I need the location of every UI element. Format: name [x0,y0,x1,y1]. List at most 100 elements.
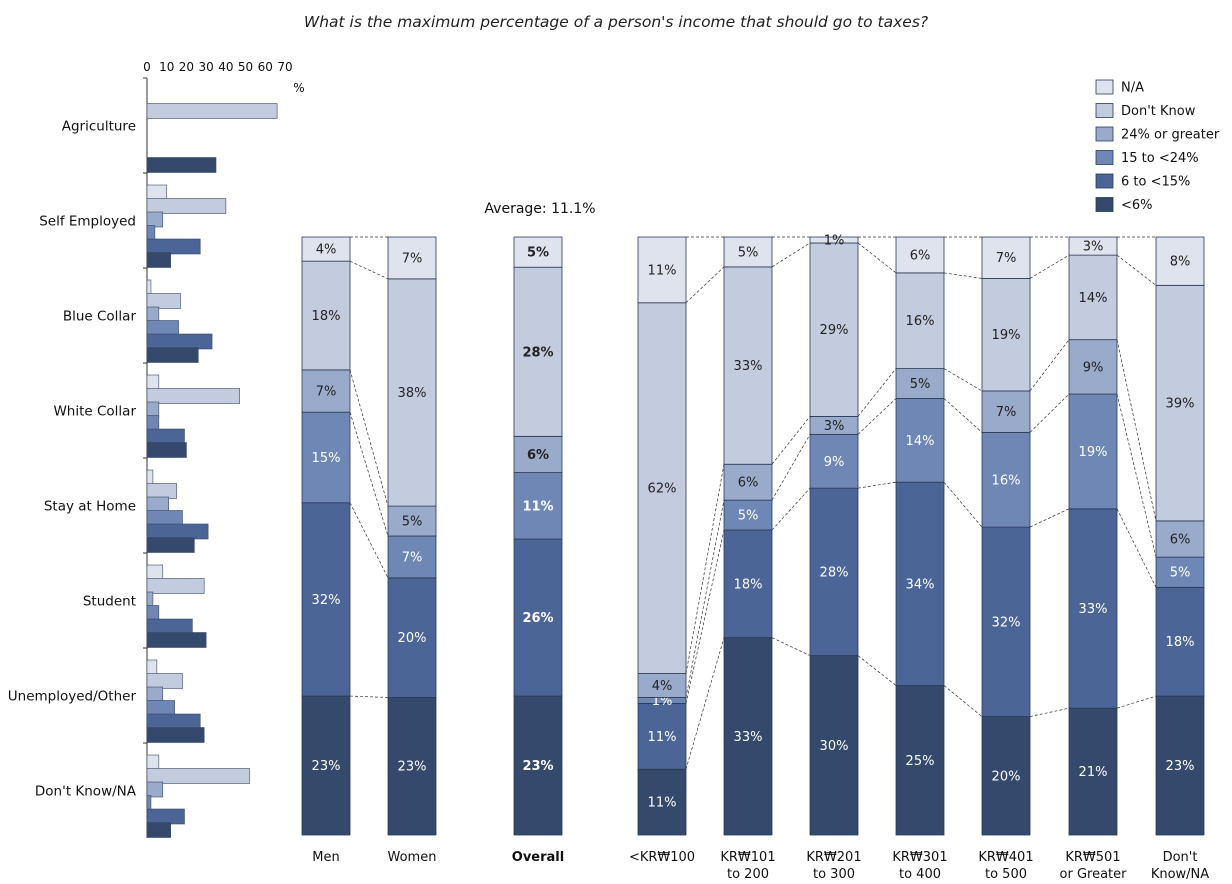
segment-value-label: 11% [648,263,677,278]
legend-label: Don't Know [1121,104,1196,119]
connector-line [1116,695,1157,709]
connector-line [771,242,811,268]
connector-line [1029,254,1070,279]
occupation-bar-n-a [146,659,158,676]
occupation-bar-15-to-24 [146,605,160,621]
segment-value-label: 14% [906,434,935,449]
segment-connectors [349,236,1157,770]
segment-value-label: 7% [316,385,337,400]
occupation-bar-6-to-15 [146,523,209,540]
stacked-segment-don-t-know [809,242,859,417]
stacked-segment-24-or-greater [895,368,945,399]
stacked-segment-6-to-15 [513,538,563,697]
occupation-bar-don-t-know [146,578,205,594]
occupation-bar-n-a [146,754,160,771]
connector-line [685,266,725,304]
category-label: to 200 [727,867,769,882]
connector-line [857,368,897,417]
occupation-bar-6 [146,727,205,743]
x-axis-unit: % [293,81,304,95]
segment-value-label: 19% [1079,445,1108,460]
legend-label: 6 to <15% [1121,175,1190,190]
occupation-bar-6-to-15 [146,333,213,350]
stacked-segment-24-or-greater [981,390,1031,433]
connector-line [771,487,811,531]
occupation-bar-chart: 0 10 20 30 40 50 60 70% Agriculture Self Employed… [8,60,305,838]
occupation-bar-6 [146,157,217,173]
stacked-segment-n-a [809,236,859,244]
segment-value-label: 6% [1170,533,1191,548]
stacked-segment-24-or-greater [1155,520,1205,558]
segment-value-label: 21% [1079,765,1108,780]
connector-line [771,637,811,656]
stacked-segment-15-to-24 [301,411,351,504]
occupation-label: Agriculture [62,119,136,135]
segment-value-label: 14% [1079,291,1108,306]
segment-value-label: 4% [652,679,673,694]
occupation-label: Stay at Home [44,499,136,515]
segment-value-label: 23% [522,759,553,774]
occupation-bar-24-or-greater [146,306,160,323]
stacked-segment-don-t-know [895,272,945,369]
stacked-segment-6 [1155,695,1205,836]
segment-value-label: 33% [734,359,763,374]
segment-value-label: 34% [906,577,935,592]
connector-line [771,434,811,501]
segment-value-label: 23% [1166,759,1195,774]
segment-value-label: 6% [527,448,549,463]
segment-value-label: 16% [992,473,1021,488]
stacked-segment-6-to-15 [1155,586,1205,697]
legend-label: 15 to <24% [1121,151,1199,166]
connector-line [349,502,389,579]
connector-line [1029,393,1070,433]
stacked-segment-n-a [387,236,437,280]
connector-line [1029,707,1070,717]
stacked-segment-6 [387,697,437,836]
stacked-segment-15-to-24 [723,499,773,531]
segment-value-label: 33% [734,730,763,745]
segment-value-label: 7% [996,251,1017,266]
connector-line [1029,508,1070,528]
segment-value-label: 7% [996,405,1017,420]
legend-swatch-n-a [1095,79,1114,95]
stacked-segment-15-to-24 [387,535,437,579]
occupation-bar-15-to-24 [146,415,160,431]
stacked-segment-n-a [1155,236,1205,286]
x-tick-label: 60 [258,60,273,74]
segment-value-label: 6% [910,248,931,263]
stacked-segment-don-t-know [981,278,1031,392]
average-label: Average: 11.1% [484,201,595,217]
occupation-bar-6-to-15 [146,428,185,445]
segment-value-label: 1% [824,233,845,248]
stacked-segment-15-to-24 [513,472,563,540]
stacked-segment-n-a [637,236,687,304]
occupation-bar-24-or-greater [146,496,169,513]
stacked-segment-15-to-24 [895,398,945,483]
occupation-bar-24-or-greater [146,781,164,798]
segment-value-label: 30% [820,739,849,754]
stacked-segment-6 [637,768,687,836]
stacked-segment-15-to-24 [809,433,859,489]
x-tick-label: 20 [179,60,194,74]
segment-value-label: 3% [1083,240,1104,255]
occupation-label: Don't Know/NA [35,784,137,800]
category-label: Overall [512,850,564,865]
stacked-segment-24-or-greater [301,369,351,413]
stacked-segment-n-a [513,236,563,268]
stacked-segment-n-a [723,236,773,268]
segment-value-label: 18% [734,577,763,592]
stacked-segment-24-or-greater [1068,339,1118,395]
stacked-segment-n-a [895,236,945,274]
segment-value-label: 5% [527,246,549,261]
category-label: Know/NA [1151,867,1209,882]
x-tick-label: 0 [143,60,151,74]
stacked-segment-don-t-know [1068,254,1118,341]
segment-value-label: 62% [648,482,677,497]
stacked-bar-chart: 23% 32% 15% 7% 18% 4% Men 23% 20% 7% 5% 38% 7% Women 2… [301,233,1209,882]
occupation-bar-6 [146,347,199,363]
occupation-bar-n-a [146,279,152,296]
occupation-label: White Collar [53,404,136,420]
segment-value-label: 11% [648,730,677,745]
segment-value-label: 23% [398,760,427,775]
segment-value-label: 7% [402,251,423,266]
